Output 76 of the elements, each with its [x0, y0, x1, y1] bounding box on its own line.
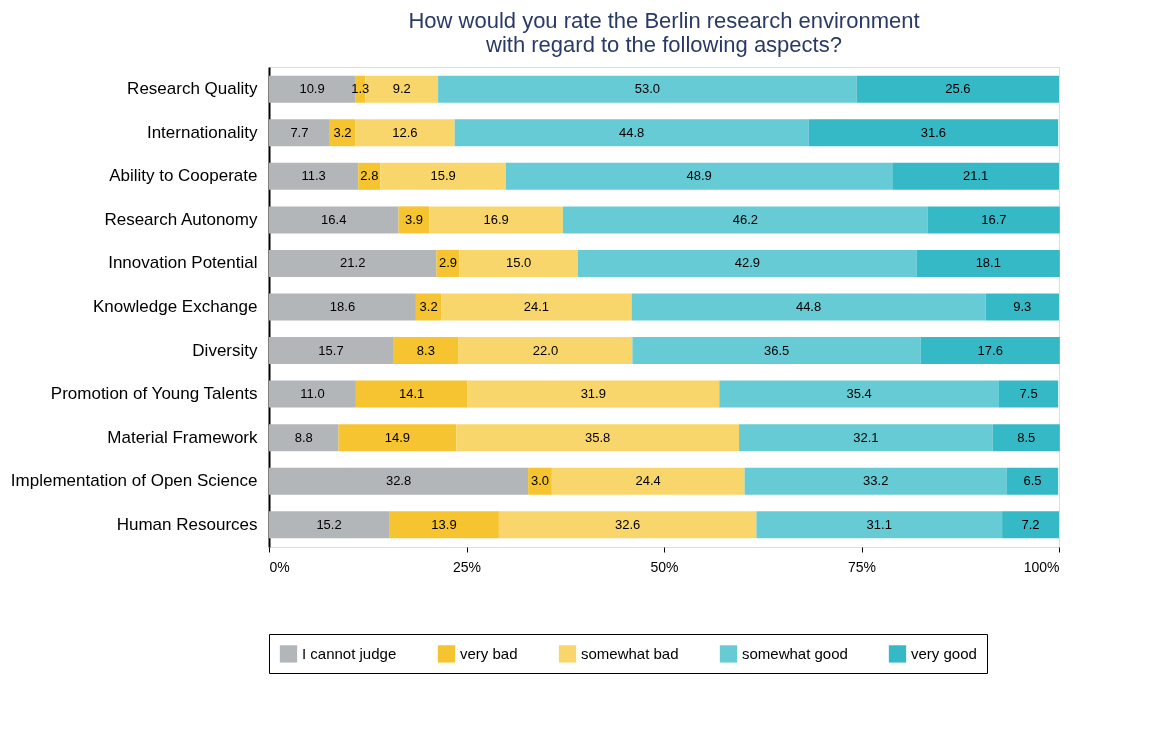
data-label: 36.5 [763, 342, 790, 358]
data-label: 24.4 [635, 473, 661, 489]
legend-label: I cannot judge [302, 644, 397, 662]
y-tick-label: Human Resources [116, 514, 258, 534]
data-label: 11.0 [300, 386, 325, 402]
y-tick-label: Diversity [192, 340, 258, 360]
data-label: 32.6 [615, 516, 641, 532]
data-label: 21.1 [963, 168, 989, 184]
data-label: 2.9 [438, 255, 457, 271]
chart-title: How would you rate the Berlin research environment with regard to the following aspects? [408, 8, 920, 57]
data-label: 44.8 [618, 124, 645, 140]
data-label: 46.2 [732, 211, 759, 227]
x-tick-label: 50% [650, 558, 679, 575]
data-label: 3.2 [333, 124, 352, 140]
legend-label: somewhat good [742, 644, 848, 662]
data-label: 32.1 [853, 429, 879, 445]
data-label: 15.7 [318, 342, 344, 358]
data-label: 53.0 [634, 81, 661, 97]
data-label: 8.5 [1017, 429, 1036, 445]
y-tick-label: Promotion of Young Talents [50, 384, 258, 404]
data-label: 8.3 [416, 342, 435, 358]
y-tick-label: Knowledge Exchange [93, 297, 258, 316]
y-tick-label: Research Autonomy [104, 209, 258, 229]
data-label: 35.4 [846, 386, 872, 402]
data-label: 44.8 [795, 299, 822, 314]
data-label: 11.3 [301, 168, 326, 184]
data-label: 31.9 [580, 386, 606, 402]
y-tick-label: Internationality [146, 122, 258, 142]
data-label: 3.2 [419, 299, 438, 314]
y-tick-label: Innovation Potential [108, 253, 258, 273]
data-label: 17.6 [977, 342, 1003, 358]
legend-label: very good [911, 644, 977, 662]
data-label: 16.4 [321, 211, 347, 227]
data-label: 15.2 [316, 516, 342, 532]
y-tick-label: Material Framework [107, 427, 258, 447]
data-label: 10.9 [299, 81, 325, 97]
data-label: 35.8 [584, 429, 611, 445]
data-label: 31.6 [920, 124, 947, 140]
data-label: 18.1 [975, 255, 1001, 271]
data-label: 3.9 [404, 211, 423, 227]
data-label: 7.7 [290, 124, 309, 140]
data-label: 24.1 [523, 299, 550, 314]
data-label: 32.8 [385, 473, 412, 489]
y-tick-label: Ability to Cooperate [109, 166, 258, 186]
data-label: 18.6 [329, 299, 356, 314]
legend-label: very bad [460, 644, 518, 662]
data-label: 15.9 [430, 168, 456, 184]
data-label: 8.8 [294, 429, 313, 445]
x-tick-label: 100% [1023, 558, 1060, 575]
data-label: 22.0 [532, 342, 559, 358]
data-label: 16.9 [483, 211, 509, 227]
x-tick-label: 25% [452, 558, 482, 575]
y-tick-label: Research Quality [127, 79, 258, 99]
data-label: 13.9 [431, 516, 457, 532]
data-label: 33.2 [863, 473, 889, 489]
y-tick-label: Implementation of Open Science [10, 471, 258, 491]
data-label: 15.0 [505, 255, 532, 271]
data-label: 31.1 [866, 516, 892, 532]
data-label: 48.9 [686, 168, 712, 184]
data-label: 42.9 [734, 255, 760, 271]
data-label: 12.6 [392, 124, 418, 140]
data-label: 7.5 [1019, 386, 1038, 402]
data-label: 16.7 [981, 211, 1007, 227]
data-label: 9.3 [1013, 299, 1032, 314]
data-label: 7.2 [1021, 516, 1040, 532]
data-label: 25.6 [945, 81, 971, 97]
data-label: 21.2 [340, 255, 366, 271]
data-label: 14.1 [398, 386, 425, 402]
data-label: 9.2 [392, 81, 411, 97]
x-tick-label: 0% [269, 558, 290, 575]
legend-label: somewhat bad [581, 644, 679, 662]
x-tick-label: 75% [847, 558, 877, 575]
data-label: 6.5 [1023, 473, 1042, 489]
data-label: 14.9 [384, 429, 411, 445]
data-label: 3.0 [530, 473, 550, 489]
data-label: 2.8 [360, 168, 379, 184]
